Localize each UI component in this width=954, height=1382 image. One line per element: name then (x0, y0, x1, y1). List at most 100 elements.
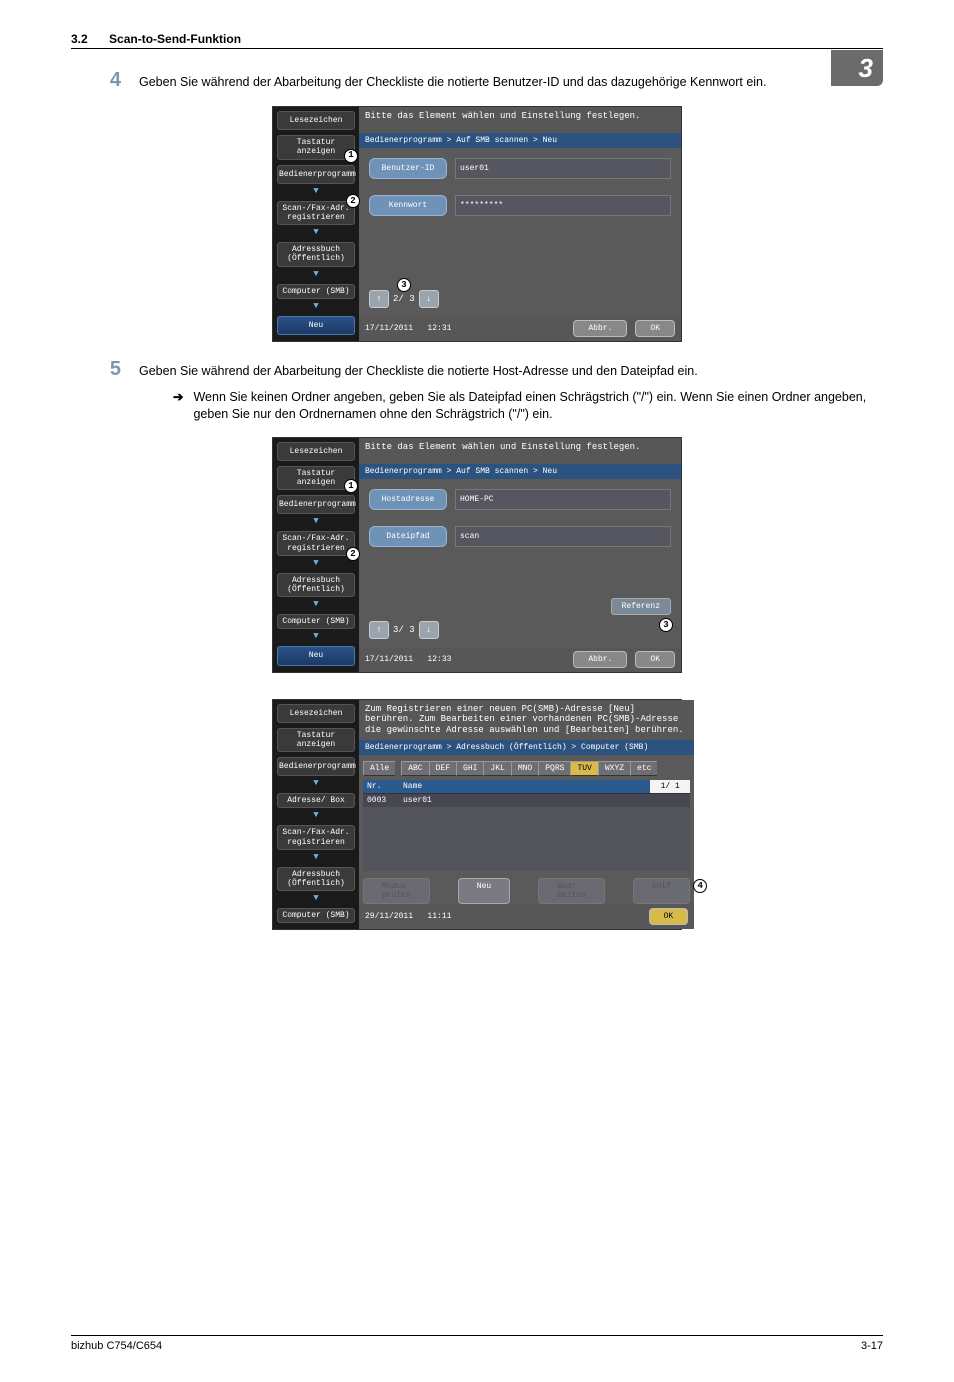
chevron-down-icon: ▼ (277, 558, 355, 568)
check-button[interactable]: Modus prüfen (363, 878, 430, 904)
sidebar-addressbook[interactable]: Adressbuch (Öffentlich) (277, 573, 355, 597)
filter-all[interactable]: Alle (363, 761, 395, 776)
callout-1: 1 (344, 149, 358, 163)
cell-nr: 0003 (363, 794, 399, 807)
section-number: 3.2 (71, 32, 88, 46)
pager-text: 2/ 3 (393, 294, 415, 304)
ok-button[interactable]: OK (635, 320, 675, 337)
sidebar-scanfax[interactable]: Scan-/Fax-Adr. registrieren 2 (277, 201, 355, 225)
footer-bar: 17/11/2011 12:31 Abbr. OK (359, 316, 681, 341)
host-address-label[interactable]: Hostadresse (369, 489, 447, 510)
table-row[interactable]: 0003 user01 (363, 793, 690, 807)
user-id-value[interactable]: user01 (455, 158, 671, 179)
reference-button[interactable]: Referenz (611, 598, 671, 615)
delete-button[interactable]: Entf 4 (633, 878, 690, 904)
breadcrumb: Bedienerprogramm > Auf SMB scannen > Neu (359, 464, 681, 479)
user-id-row: Benutzer-ID user01 (369, 158, 671, 179)
sidebar-utility[interactable]: Bedienerprogramm (277, 495, 355, 514)
action-bar: Modus prüfen Neu Bear- beiten Entf 4 (359, 872, 694, 904)
sidebar-bookmark[interactable]: Lesezeichen (277, 111, 355, 130)
chevron-down-icon: ▼ (277, 893, 355, 903)
sidebar-addressbox[interactable]: Adresse/ Box (277, 793, 355, 808)
page-header: 3.2 Scan-to-Send-Funktion (71, 32, 883, 49)
sidebar-addressbook[interactable]: Adressbuch (Öffentlich) (277, 242, 355, 266)
instruction-text: Bitte das Element wählen und Einstellung… (359, 438, 681, 464)
filter-pqrs[interactable]: PQRS (538, 761, 570, 776)
pager-up[interactable]: ↑ (369, 290, 389, 308)
arrow-icon: ➔ (173, 389, 183, 406)
step-4: 4 Geben Sie während der Abarbeitung der … (71, 69, 883, 92)
cancel-button[interactable]: Abbr. (573, 651, 627, 668)
filter-ghi[interactable]: GHI (456, 761, 483, 776)
sidebar: Lesezeichen Tastatur anzeigen Bedienerpr… (273, 700, 359, 930)
sidebar-keyboard[interactable]: Tastatur anzeigen 1 (277, 135, 355, 159)
sidebar-bookmark[interactable]: Lesezeichen (277, 704, 355, 723)
filter-tuv[interactable]: TUV (570, 761, 597, 776)
sidebar-scanfax[interactable]: Scan-/Fax-Adr. registrieren (277, 825, 355, 849)
filter-jkl[interactable]: JKL (483, 761, 510, 776)
table-header: Nr. Name 1/ 1 (363, 780, 690, 793)
filter-def[interactable]: DEF (429, 761, 456, 776)
sidebar-computer[interactable]: Computer (SMB) (277, 908, 355, 923)
sidebar-utility[interactable]: Bedienerprogramm (277, 165, 355, 184)
chevron-down-icon: ▼ (277, 186, 355, 196)
callout-2: 2 (346, 194, 360, 208)
breadcrumb: Bedienerprogramm > Adressbuch (Öffentlic… (359, 740, 694, 755)
sidebar-new[interactable]: Neu (277, 646, 355, 665)
sidebar-scanfax[interactable]: Scan-/Fax-Adr. registrieren 2 (277, 531, 355, 555)
sidebar-computer[interactable]: Computer (SMB) (277, 614, 355, 629)
footer-date: 17/11/2011 (365, 324, 413, 333)
footer-date: 17/11/2011 (365, 655, 413, 664)
sidebar-utility[interactable]: Bedienerprogramm (277, 757, 355, 776)
filter-etc[interactable]: etc (630, 761, 657, 776)
sidebar: Lesezeichen Tastatur anzeigen 1 Bediener… (273, 438, 359, 672)
step-text: Geben Sie während der Abarbeitung der Ch… (139, 358, 883, 380)
footer-bar: 17/11/2011 12:33 Abbr. OK (359, 647, 681, 672)
sidebar-computer[interactable]: Computer (SMB) (277, 284, 355, 299)
callout-4: 4 (693, 879, 707, 893)
ok-button[interactable]: OK (649, 908, 689, 925)
footer-time: 11:11 (427, 912, 451, 921)
sidebar-keyboard[interactable]: Tastatur anzeigen (277, 728, 355, 752)
host-address-value[interactable]: HOME-PC (455, 489, 671, 510)
password-row: Kennwort ********* (369, 195, 671, 216)
new-button[interactable]: Neu (458, 878, 510, 904)
password-label[interactable]: Kennwort (369, 195, 447, 216)
filter-mno[interactable]: MNO (511, 761, 538, 776)
sidebar-keyboard[interactable]: Tastatur anzeigen 1 (277, 466, 355, 490)
sidebar-bookmark[interactable]: Lesezeichen (277, 442, 355, 461)
sidebar-scanfax-label: Scan-/Fax-Adr. registrieren (282, 534, 349, 552)
step-number: 4 (71, 69, 139, 92)
pager-down[interactable]: ↓ (419, 290, 439, 308)
chevron-down-icon: ▼ (277, 269, 355, 279)
sidebar-addressbook[interactable]: Adressbuch (Öffentlich) (277, 867, 355, 891)
page-footer: bizhub C754/C654 3-17 (71, 1335, 883, 1352)
col-nr: Nr. (363, 780, 399, 793)
cancel-button[interactable]: Abbr. (573, 320, 627, 337)
sidebar-new[interactable]: Neu (277, 316, 355, 335)
filter-wxyz[interactable]: WXYZ (598, 761, 630, 776)
filepath-value[interactable]: scan (455, 526, 671, 547)
pager-down[interactable]: ↓ (419, 621, 439, 639)
chevron-down-icon: ▼ (277, 631, 355, 641)
ok-button[interactable]: OK (635, 651, 675, 668)
footer-time: 12:33 (427, 655, 451, 664)
user-id-label[interactable]: Benutzer-ID (369, 158, 447, 179)
filepath-label[interactable]: Dateipfad (369, 526, 447, 547)
password-value[interactable]: ********* (455, 195, 671, 216)
chevron-down-icon: ▼ (277, 227, 355, 237)
chapter-badge: 3 (831, 50, 883, 86)
callout-1: 1 (344, 479, 358, 493)
sidebar-keyboard-label: Tastatur anzeigen (297, 469, 335, 487)
edit-button[interactable]: Bear- beiten (538, 878, 605, 904)
sidebar-keyboard-label: Tastatur anzeigen (297, 138, 335, 156)
chevron-down-icon: ▼ (277, 301, 355, 311)
pager-up[interactable]: ↑ (369, 621, 389, 639)
step-5-sub: ➔ Wenn Sie keinen Ordner angeben, geben … (173, 389, 883, 423)
filepath-row: Dateipfad scan (369, 526, 671, 547)
pager: ↑ 2/ 3 3 ↓ (369, 290, 439, 308)
filter-abc[interactable]: ABC (401, 761, 428, 776)
pager: ↑ 3/ 3 ↓ (369, 621, 439, 639)
section-heading: 3.2 Scan-to-Send-Funktion (71, 32, 241, 46)
section-title: Scan-to-Send-Funktion (109, 32, 241, 46)
